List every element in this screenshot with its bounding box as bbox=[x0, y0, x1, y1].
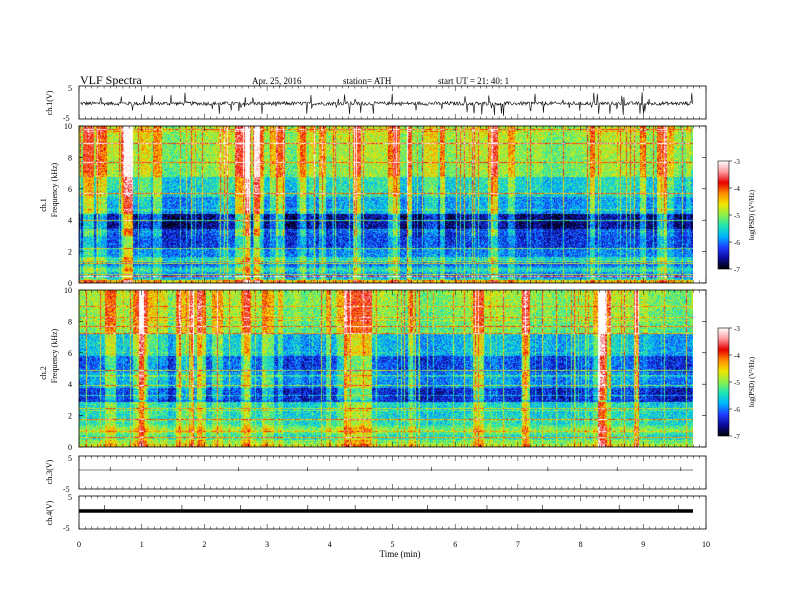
freq-tick-label: 2 bbox=[68, 248, 72, 257]
colorbar-tick-label: -5 bbox=[734, 379, 740, 387]
time-tick-label: 5 bbox=[391, 540, 395, 549]
time-tick-label: 9 bbox=[641, 540, 645, 549]
ch4-ylabel: ch.4(V) bbox=[45, 500, 54, 525]
time-axis-label: Time (min) bbox=[380, 549, 421, 559]
time-tick-label: 6 bbox=[453, 540, 457, 549]
ch2-colorbar-label: log(PSD) (V²/Hz) bbox=[748, 356, 756, 407]
ch4-waveform-panel: 5 -5 ch.4(V) bbox=[45, 493, 707, 533]
colorbar-tick-label: -3 bbox=[734, 325, 740, 333]
time-tick-label: 1 bbox=[140, 540, 144, 549]
freq-tick-label: 6 bbox=[68, 185, 72, 194]
colorbar-tick-label: -7 bbox=[734, 266, 740, 274]
colorbar-tick-label: -6 bbox=[734, 239, 740, 247]
ch2-colorbar: -3 -4 -5 -6 -7 log(PSD) (V²/Hz) bbox=[717, 325, 756, 441]
ch1-colorbar-label: log(PSD) (V²/Hz) bbox=[748, 189, 756, 240]
start-time-label: start UT = 21: 40: 1 bbox=[438, 76, 509, 86]
colorbar-tick-label: -6 bbox=[734, 406, 740, 414]
ch1-waveform-panel: 5 -5 ch.1(V) bbox=[45, 84, 707, 123]
freq-tick-label: 4 bbox=[68, 380, 72, 389]
ch3-ylabel: ch.3(V) bbox=[45, 459, 54, 484]
time-tick-label: 8 bbox=[579, 540, 583, 549]
ch4-ytick-top: 5 bbox=[68, 493, 72, 502]
station-label: station= ATH bbox=[343, 76, 392, 86]
freq-tick-label: 8 bbox=[68, 153, 72, 162]
freq-tick-label: 2 bbox=[68, 412, 72, 421]
ch1-colorbar: -3 -4 -5 -6 -7 log(PSD) (V²/Hz) bbox=[717, 158, 756, 274]
ch1-spectrogram-image bbox=[79, 126, 693, 283]
ch1-ytick-top: 5 bbox=[68, 84, 72, 93]
freq-tick-label: 0 bbox=[68, 443, 72, 452]
ch1-trace bbox=[79, 92, 693, 116]
colorbar-tick-label: -4 bbox=[734, 185, 740, 193]
colorbar-tick-label: -5 bbox=[734, 212, 740, 220]
ch1-frequency-ticks: 0 2 4 6 8 10 bbox=[64, 122, 706, 288]
ch2-spectrogram-panel: 0 2 4 6 8 10 ch.2 Frequency (kHz) bbox=[39, 286, 707, 452]
time-tick-label: 7 bbox=[516, 540, 520, 549]
colorbar-tick-label: -4 bbox=[734, 352, 740, 360]
ch1-colorbar-ticks: -3 -4 -5 -6 -7 bbox=[729, 158, 740, 274]
ch2-frequency-ticks: 0 2 4 6 8 10 bbox=[64, 286, 706, 452]
ch3-ytick-bottom: -5 bbox=[63, 485, 70, 494]
time-tick-label: 2 bbox=[202, 540, 206, 549]
ch3-ytick-top: 5 bbox=[68, 454, 72, 463]
colorbar-tick-label: -7 bbox=[734, 433, 740, 441]
freq-tick-label: 8 bbox=[68, 317, 72, 326]
ch2-colorbar-ticks: -3 -4 -5 -6 -7 bbox=[729, 325, 740, 441]
figure-title: VLF Spectra bbox=[80, 73, 142, 87]
freq-tick-label: 4 bbox=[68, 216, 72, 225]
ch1-channel-label: ch.1 bbox=[39, 198, 48, 212]
ch3-waveform-panel: 5 -5 ch.3(V) bbox=[45, 454, 707, 494]
time-tick-label: 10 bbox=[702, 540, 710, 549]
time-tick-label: 4 bbox=[328, 540, 332, 549]
time-tick-label: 3 bbox=[265, 540, 269, 549]
ch2-channel-label: ch.2 bbox=[39, 366, 48, 380]
time-tick-label: 0 bbox=[77, 540, 81, 549]
ch2-spectrogram-image bbox=[79, 290, 693, 447]
freq-tick-label: 0 bbox=[68, 279, 72, 288]
ch1-ytick-bottom: -5 bbox=[63, 114, 70, 123]
ch1-spectrogram-panel: 0 2 4 6 8 10 ch.1 Frequency (kHz) bbox=[39, 122, 707, 288]
freq-tick-label: 10 bbox=[64, 286, 72, 295]
time-axis-ticks: 0 1 2 3 4 5 6 7 8 9 10 bbox=[77, 86, 710, 549]
colorbar-tick-label: -3 bbox=[734, 158, 740, 166]
date-label: Apr. 25, 2016 bbox=[252, 76, 302, 86]
freq-tick-label: 10 bbox=[64, 122, 72, 131]
ch4-ytick-bottom: -5 bbox=[63, 524, 70, 533]
ch1-ylabel: ch.1(V) bbox=[45, 90, 54, 115]
ch1-frequency-label: Frequency (kHz) bbox=[50, 162, 59, 217]
freq-tick-label: 6 bbox=[68, 349, 72, 358]
ch2-frequency-label: Frequency (kHz) bbox=[50, 328, 59, 383]
